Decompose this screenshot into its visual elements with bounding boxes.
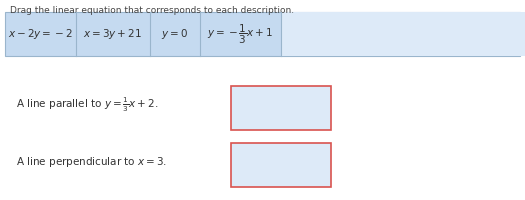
Text: $x - 2y = -2$: $x - 2y = -2$ [8,27,73,41]
FancyBboxPatch shape [5,12,520,56]
Text: $y = -\dfrac{1}{3}x + 1$: $y = -\dfrac{1}{3}x + 1$ [207,22,274,46]
FancyBboxPatch shape [281,12,525,56]
FancyBboxPatch shape [231,86,331,130]
Text: Drag the linear equation that corresponds to each description.: Drag the linear equation that correspond… [10,6,295,15]
Text: $y = 0$: $y = 0$ [161,27,188,41]
Text: $x = 3y + 21$: $x = 3y + 21$ [83,27,142,41]
Text: A line perpendicular to $x = 3$.: A line perpendicular to $x = 3$. [16,155,167,169]
Text: A line parallel to $y = \frac{1}{3}x + 2$.: A line parallel to $y = \frac{1}{3}x + 2… [16,96,159,114]
FancyBboxPatch shape [231,143,331,187]
